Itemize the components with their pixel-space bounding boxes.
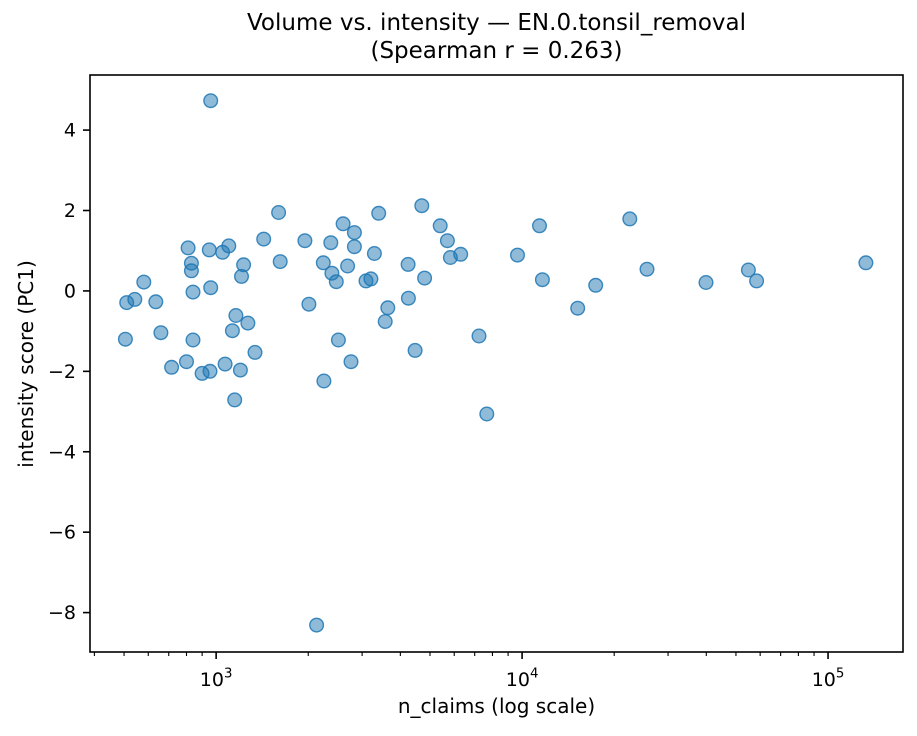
scatter-point (534, 272, 550, 288)
scatter-point (224, 323, 240, 339)
x-tick-label: 104 (506, 667, 539, 692)
scatter-point (203, 280, 219, 296)
scatter-point (227, 392, 243, 408)
scatter-point (532, 218, 548, 234)
scatter-point (233, 268, 249, 284)
y-tick-label: 2 (64, 200, 76, 222)
scatter-point (117, 331, 133, 347)
y-tick-label: 4 (64, 120, 76, 142)
scatter-point (749, 273, 765, 289)
scatter-point (240, 315, 256, 331)
scatter-point (588, 277, 604, 293)
scatter-point (346, 225, 362, 241)
scatter-point (340, 258, 356, 274)
scatter-point (180, 240, 196, 256)
y-tick-label: −6 (48, 522, 76, 544)
axes-frame (89, 74, 904, 653)
scatter-point (417, 270, 433, 286)
scatter-point (414, 198, 430, 214)
scatter-point (271, 204, 287, 220)
y-tick-label: 0 (64, 280, 76, 302)
y-axis-label: intensity score (PC1) (14, 260, 38, 468)
scatter-point (479, 406, 495, 422)
scatter-point (136, 274, 152, 290)
scatter-point (153, 325, 169, 341)
scatter-point (400, 290, 416, 306)
scatter-point (343, 354, 359, 370)
scatter-point (309, 617, 325, 633)
scatter-point (432, 218, 448, 234)
scatter-point (377, 314, 393, 330)
chart-title-line1: Volume vs. intensity — EN.0.tonsil_remov… (246, 10, 746, 36)
y-tick-label: −2 (48, 361, 76, 383)
chart-title: Volume vs. intensity — EN.0.tonsil_remov… (90, 9, 903, 65)
scatter-point (217, 356, 233, 372)
x-tick-label: 105 (812, 667, 845, 692)
scatter-point (148, 294, 164, 310)
scatter-point (201, 242, 217, 258)
scatter-point (471, 328, 487, 344)
scatter-point (202, 363, 218, 379)
y-tick-label: −4 (48, 441, 76, 463)
scatter-point (570, 300, 586, 316)
scatter-point (371, 205, 387, 221)
scatter-point (185, 332, 201, 348)
scatter-point (178, 354, 194, 370)
scatter-point (315, 255, 331, 271)
scatter-point (272, 254, 288, 270)
chart-title-line2: (Spearman r = 0.263) (370, 38, 623, 64)
scatter-point (297, 233, 313, 249)
scatter-point (203, 93, 219, 109)
scatter-point (439, 233, 455, 249)
scatter-point (407, 342, 423, 358)
scatter-point (740, 262, 756, 278)
scatter-point (363, 271, 379, 287)
scatter-point (622, 211, 638, 227)
scatter-point (328, 274, 344, 290)
scatter-point (228, 308, 244, 324)
scatter-point (301, 296, 317, 312)
y-tick-label: −8 (48, 602, 76, 624)
scatter-point (323, 235, 339, 251)
scatter-point (185, 284, 201, 300)
scatter-point (400, 256, 416, 272)
scatter-point (453, 246, 469, 262)
scatter-point (330, 332, 346, 348)
scatter-point (256, 231, 272, 247)
x-tick-label: 103 (200, 667, 233, 692)
scatter-point (183, 263, 199, 279)
scatter-point (127, 291, 143, 307)
x-axis-label: n_claims (log scale) (397, 694, 596, 718)
scatter-point (858, 255, 874, 271)
scatter-point (221, 238, 237, 254)
scatter-point (510, 247, 526, 263)
scatter-point (698, 275, 714, 291)
scatter-point (380, 300, 396, 316)
scatter-point (639, 261, 655, 277)
scatter-point (316, 373, 332, 389)
scatter-point (366, 245, 382, 261)
scatter-point (335, 216, 351, 232)
scatter-point (232, 362, 248, 378)
scatter-point (164, 359, 180, 375)
scatter-point (346, 239, 362, 255)
scatter-point (247, 344, 263, 360)
